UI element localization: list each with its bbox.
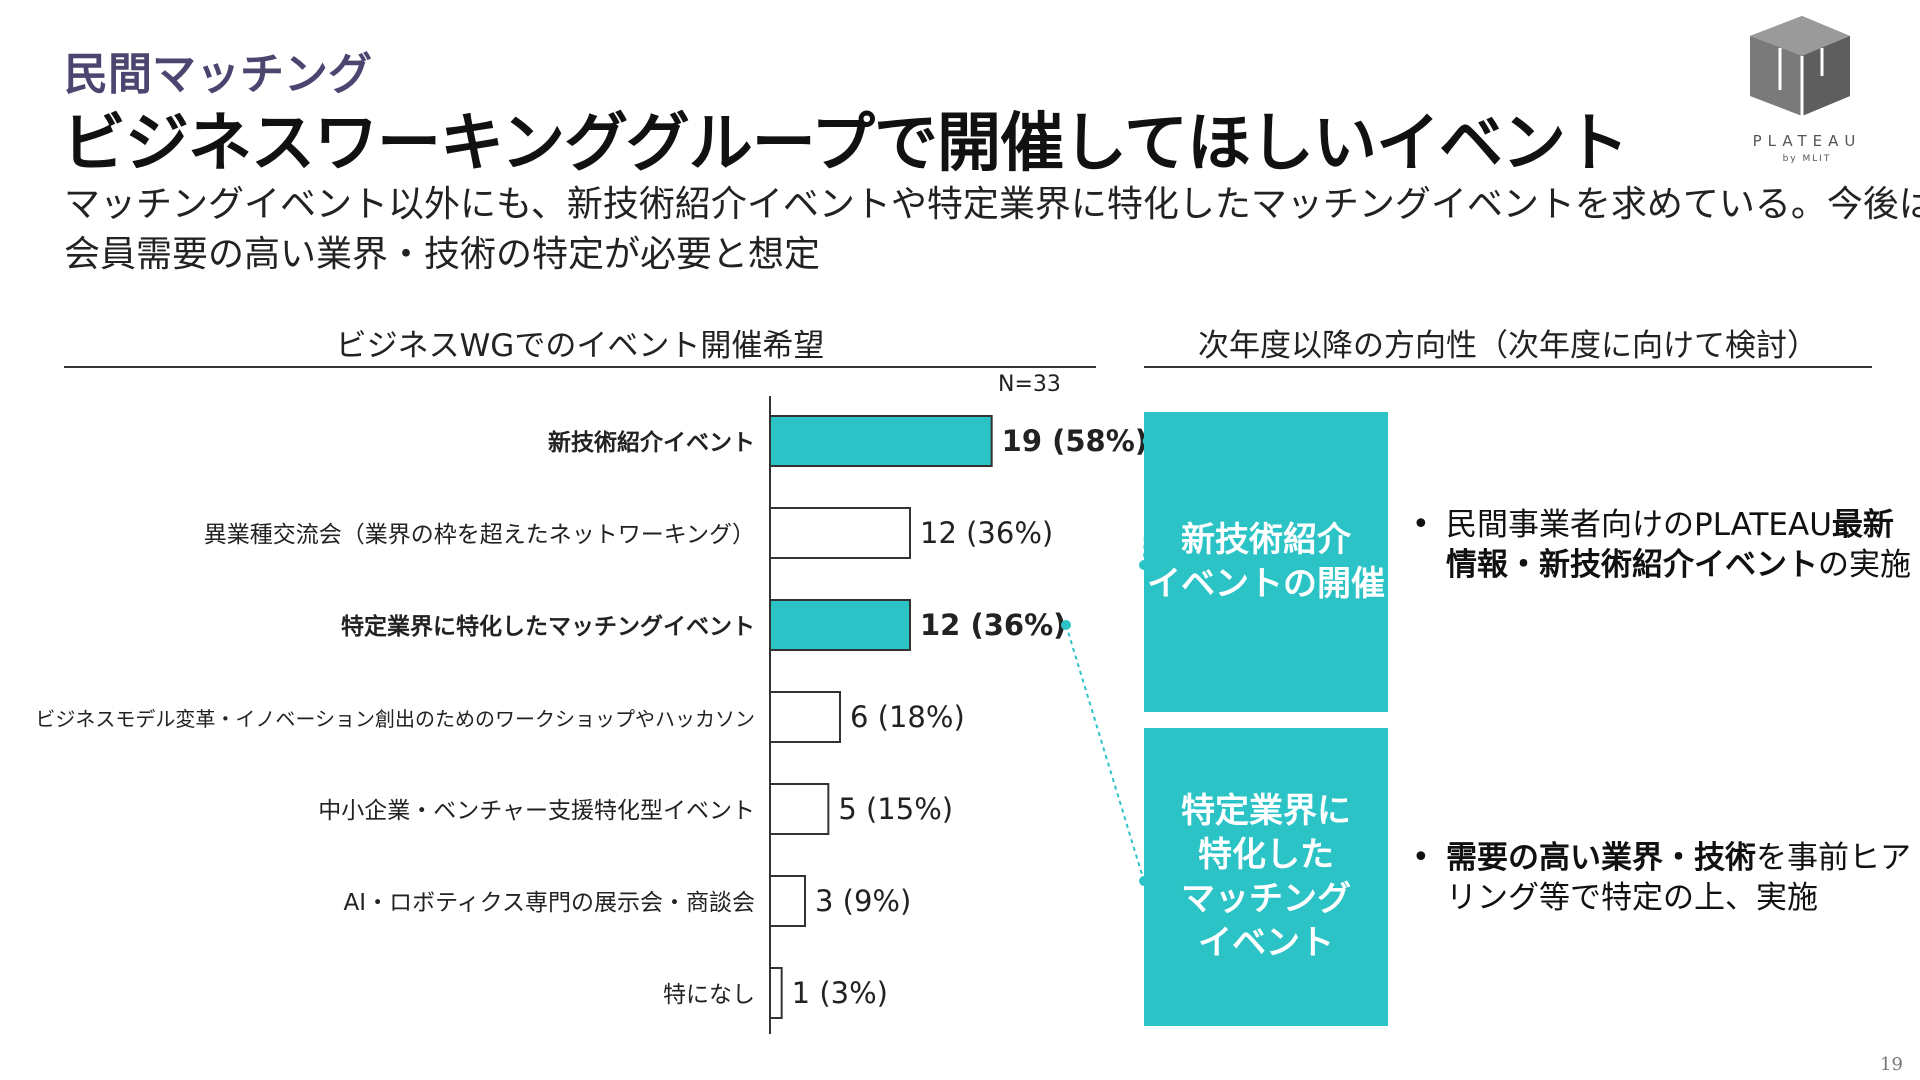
data-label-2: 12 (36%): [920, 516, 1053, 550]
bullet-dot-icon: •: [1412, 840, 1430, 875]
direction-box-new-tech: 新技術紹介 イベントの開催: [1144, 412, 1388, 712]
data-label-3: 12 (36%): [920, 608, 1066, 642]
category-label-4: ビジネスモデル変革・イノベーション創出のためのワークショップやハッカソン: [35, 707, 755, 731]
direction-box-industry-line-3: マッチング: [1181, 879, 1351, 919]
subtitle-line-2: 会員需要の高い業界・技術の特定が必要と想定: [64, 234, 821, 275]
bullet-1-text-c: の実施: [1818, 547, 1911, 583]
category-label: 民間マッチング: [64, 49, 372, 100]
logo-wordmark: PLATEAU: [1752, 132, 1862, 150]
bullet-1-text-b: 最新情報・新技術紹介イベント: [1446, 507, 1894, 583]
bar-1: [769, 415, 993, 467]
page-subtitle: マッチングイベント以外にも、新技術紹介イベントや特定業界に特化したマッチングイベ…: [64, 180, 1920, 280]
direction-heading: 次年度以降の方向性（次年度に向けて検討）: [1198, 328, 1818, 364]
bullet-dot-icon: •: [1412, 507, 1430, 542]
data-label-6: 3 (9%): [815, 884, 911, 918]
category-label-1: 新技術紹介イベント: [548, 429, 755, 456]
data-label-7: 1 (3%): [792, 976, 888, 1010]
bar-7: [769, 967, 783, 1019]
plateau-logo-icon: [1750, 16, 1850, 116]
bar-6: [769, 875, 806, 927]
chart-heading-rule: [64, 366, 1096, 368]
category-label-2: 異業種交流会（業界の枠を超えたネットワーキング）: [204, 522, 755, 548]
direction-box-industry-line-1: 特定業界に: [1181, 791, 1351, 831]
bar-5: [769, 783, 830, 835]
page-number: 19: [1880, 1054, 1903, 1075]
category-label-6: AI・ロボティクス専門の展示会・商談会: [344, 890, 755, 916]
direction-box-new-tech-line-1: 新技術紹介: [1181, 520, 1351, 560]
direction-box-industry-line-2: 特化した: [1198, 835, 1334, 875]
direction-box-industry-line-4: イベント: [1198, 923, 1334, 963]
direction-bullet-1: • 民間事業者向けのPLATEAU最新情報・新技術紹介イベントの実施: [1410, 505, 1916, 585]
direction-heading-rule: [1144, 366, 1872, 368]
data-label-1: 19 (58%): [1002, 424, 1148, 458]
sample-size-label: N=33: [998, 372, 1061, 397]
direction-box-industry-matching: 特定業界に 特化した マッチング イベント: [1144, 728, 1388, 1026]
bullet-2-text-b: を事前ヒアリング等で特定の上、実施: [1446, 840, 1911, 916]
bullet-1-text-a: 民間事業者向けのPLATEAU: [1446, 507, 1832, 543]
subtitle-line-1: マッチングイベント以外にも、新技術紹介イベントや特定業界に特化したマッチングイベ…: [64, 184, 1920, 225]
direction-bullet-2: • 需要の高い業界・技術を事前ヒアリング等で特定の上、実施: [1410, 838, 1916, 918]
logo-subtext: by MLIT: [1782, 154, 1832, 164]
bar-4: [769, 691, 841, 743]
category-label-5: 中小企業・ベンチャー支援特化型イベント: [318, 798, 755, 824]
data-label-5: 5 (15%): [838, 792, 953, 826]
bar-3: [769, 599, 911, 651]
page-title: ビジネスワーキンググループで開催してほしいイベント: [62, 107, 1629, 181]
data-label-4: 6 (18%): [850, 700, 965, 734]
category-label-7: 特になし: [663, 982, 755, 1008]
chart-heading: ビジネスWGでのイベント開催希望: [335, 328, 825, 364]
direction-box-new-tech-line-2: イベントの開催: [1147, 564, 1385, 604]
connector-line-2: [1065, 624, 1145, 882]
category-label-3: 特定業界に特化したマッチングイベント: [341, 613, 755, 640]
bar-2: [769, 507, 911, 559]
bullet-2-text-a: 需要の高い業界・技術: [1446, 840, 1756, 876]
